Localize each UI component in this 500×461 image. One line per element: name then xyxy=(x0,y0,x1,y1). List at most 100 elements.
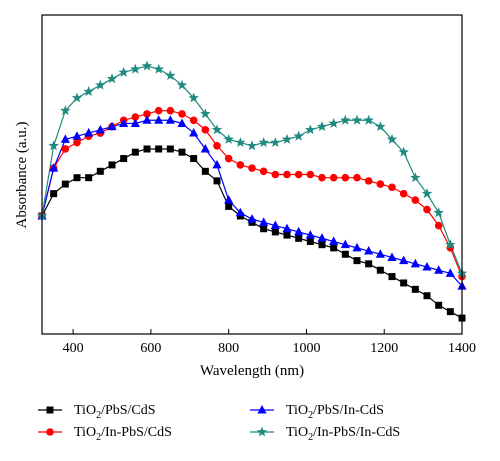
series-3-point xyxy=(247,214,257,223)
series-4-point xyxy=(188,92,199,103)
plot-markers xyxy=(36,60,468,322)
series-4-point xyxy=(270,137,281,148)
series-1-point xyxy=(201,167,209,175)
legend-label: TiO2/In-PbS/CdS xyxy=(74,425,172,443)
series-3-point xyxy=(340,239,350,249)
series-2-point xyxy=(248,164,256,172)
series-3-point xyxy=(434,265,444,274)
series-3-point xyxy=(375,249,385,258)
series-4-point xyxy=(375,121,386,132)
x-tick-label: 1200 xyxy=(370,341,398,356)
series-1-point xyxy=(446,308,454,316)
series-4-point xyxy=(328,117,339,128)
legend-item-2: TiO2/In-PbS/CdS xyxy=(38,425,172,443)
series-1-point xyxy=(225,202,233,210)
series-1-point xyxy=(423,292,431,300)
series-3-point xyxy=(282,223,292,233)
legend-label: TiO2/In-PbS/In-CdS xyxy=(286,425,400,443)
series-4-point xyxy=(71,92,83,103)
x-tick-label: 400 xyxy=(63,341,84,356)
series-3-point xyxy=(119,118,129,127)
series-1-point xyxy=(283,231,291,239)
series-1-point xyxy=(260,225,268,233)
series-3-point xyxy=(235,207,245,217)
series-3-point xyxy=(422,262,432,271)
series-2-point xyxy=(353,173,361,182)
legend-label: TiO2/PbS/In-CdS xyxy=(286,403,384,421)
series-4-point xyxy=(95,79,106,90)
series-2-point xyxy=(166,106,175,115)
series-4-point xyxy=(305,124,316,135)
series-1-point xyxy=(73,174,81,182)
series-4-point xyxy=(235,137,246,148)
series-3-point xyxy=(259,217,269,226)
series-4-point xyxy=(386,133,398,144)
series-4-point xyxy=(106,73,118,84)
series-2-point xyxy=(341,173,350,182)
series-2-point xyxy=(73,138,81,147)
x-tick-label: 600 xyxy=(140,341,161,356)
series-1-point xyxy=(435,301,443,309)
series-2-point xyxy=(376,180,385,188)
series-3-point xyxy=(294,226,304,236)
series-4-point xyxy=(130,63,141,74)
series-1-point xyxy=(120,155,128,163)
series-2-point xyxy=(201,126,210,134)
series-3-point xyxy=(224,195,234,204)
series-4-point xyxy=(351,114,363,125)
series-2-point xyxy=(259,167,268,176)
series-1-point xyxy=(341,250,349,258)
series-4-point xyxy=(200,108,211,119)
series-3-point xyxy=(270,220,280,230)
series-3-point xyxy=(399,255,409,265)
series-4-point xyxy=(410,172,421,183)
series-2-point xyxy=(306,170,315,179)
series-4-point xyxy=(316,121,328,132)
series-4-point xyxy=(165,70,176,81)
series-3-point xyxy=(445,268,455,277)
series-1-point xyxy=(330,244,338,252)
series-1-point xyxy=(388,273,396,281)
legend-marker xyxy=(46,406,54,414)
x-tick-label: 800 xyxy=(218,341,239,356)
series-2-point xyxy=(224,154,233,163)
series-4-point xyxy=(421,188,433,199)
series-1-point xyxy=(306,237,314,245)
series-4-point xyxy=(153,63,164,74)
series-3-point xyxy=(212,159,222,169)
series-4-point xyxy=(83,86,94,97)
series-3-point xyxy=(60,134,70,143)
series-4-point xyxy=(363,114,374,125)
series-2-point xyxy=(154,106,163,115)
series-2-point xyxy=(364,177,373,185)
series-3-point xyxy=(410,258,420,268)
series-3-point xyxy=(364,246,374,255)
series-1-point xyxy=(365,260,373,268)
series-3-point xyxy=(49,163,59,172)
series-3-point xyxy=(95,124,105,134)
series-2-point xyxy=(388,183,396,192)
x-tick-label: 1000 xyxy=(292,341,320,356)
series-4-point xyxy=(398,146,409,157)
series-1-point xyxy=(353,257,361,265)
series-3-point xyxy=(165,115,175,124)
x-axis-ticks: 400 600 800 1000 1200 1400 xyxy=(63,329,476,356)
series-4-point xyxy=(258,137,269,148)
series-4-point xyxy=(246,140,258,151)
legend-item-4: TiO2/In-PbS/In-CdS xyxy=(250,425,400,443)
series-2-point xyxy=(329,173,338,182)
series-1-point xyxy=(61,180,69,188)
series-3-point xyxy=(387,252,397,261)
series-3-point xyxy=(305,230,315,239)
series-1-point xyxy=(190,155,198,163)
series-3-point xyxy=(189,128,199,137)
series-4-point xyxy=(118,66,129,77)
series-3-point xyxy=(154,115,164,124)
series-4-point xyxy=(340,114,351,125)
series-4-point xyxy=(48,140,59,151)
series-4-point xyxy=(223,133,234,144)
series-1-point xyxy=(318,241,326,249)
series-3-point xyxy=(177,118,187,127)
series-2-point xyxy=(411,196,420,204)
